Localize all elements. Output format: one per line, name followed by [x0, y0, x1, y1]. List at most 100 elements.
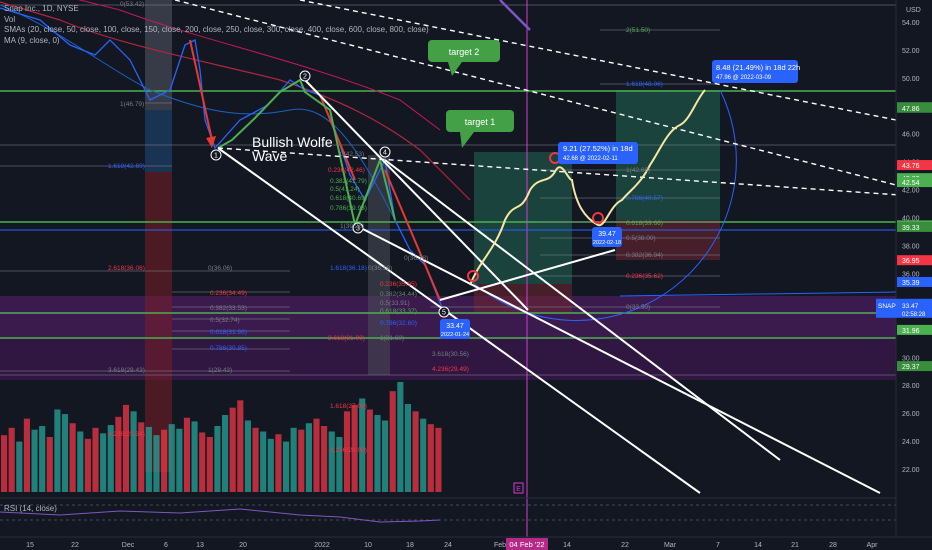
measure1-line2: 42.68 @ 2022-02-11	[563, 156, 618, 162]
x-tick-label: 15	[26, 542, 34, 549]
fib-level-label: 0.382(33.53)	[210, 305, 247, 312]
volume-bar	[107, 425, 114, 492]
svg-text:43.76: 43.76	[902, 163, 920, 170]
x-tick-label: 2022	[314, 542, 330, 549]
volume-bar	[214, 426, 221, 492]
volume-bar	[1, 435, 8, 492]
sma-blue	[0, 4, 401, 231]
volume-bar	[328, 431, 335, 492]
fib-level-label: 0(42.53)	[340, 151, 364, 158]
volume-bar	[404, 404, 412, 492]
svg-text:1: 1	[214, 153, 218, 160]
volume-bar	[305, 423, 312, 492]
volume-bar	[161, 429, 168, 492]
y-tick-label: 24.00	[902, 439, 920, 446]
svg-text:SNAP: SNAP	[878, 303, 896, 310]
fib-level-label: 0.786(39.93)	[330, 205, 367, 212]
projection-path	[469, 89, 706, 286]
wave-point-5: 5	[438, 306, 450, 318]
fib-level-label: 0.618(33.37)	[380, 308, 417, 315]
volume-bar	[183, 417, 191, 492]
event-marker-label: E	[516, 486, 521, 493]
volume-bar	[145, 426, 152, 492]
volume-bar	[39, 426, 46, 492]
volume-bar	[260, 431, 267, 492]
low2-date: 2022-02-18	[593, 240, 621, 246]
x-tick-label: 28	[829, 542, 837, 549]
volume-bar	[435, 427, 442, 492]
fib-level-label: 2.618(36.06)	[108, 265, 145, 272]
svg-text:29.37: 29.37	[902, 364, 920, 371]
fib-level-label: 4.236(25.34)	[108, 431, 145, 438]
volume-bar	[412, 411, 419, 492]
volume-bar	[374, 415, 381, 492]
stop-zone-1	[474, 284, 572, 312]
volume-bar	[46, 437, 53, 492]
rsi-label: RSI (14, close)	[4, 504, 57, 513]
x-tick-label: 24	[444, 542, 452, 549]
volume-bar	[382, 420, 389, 492]
measure2-line1: 8.48 (21.49%) in 18d 22h	[716, 63, 800, 72]
wolfe-dashed	[174, 0, 901, 196]
volume-bar	[237, 400, 244, 492]
fib-level-label: 0(36.78)	[404, 255, 428, 262]
x-tick-label: 6	[164, 542, 168, 549]
y-tick-label: 36.00	[902, 271, 920, 278]
fib-level-label: 1(46.79)	[120, 101, 144, 108]
svg-text:31.96: 31.96	[902, 328, 920, 335]
volume-bar	[115, 416, 122, 492]
fib-level-label: 1(39.25)	[340, 223, 364, 230]
x-tick-label: 14	[754, 542, 762, 549]
fib-level-label: 1.618(36.18)	[330, 265, 367, 272]
legend-smas: SMAs (20, close, 50, close, 100, close, …	[4, 25, 429, 34]
volume-bar	[298, 429, 305, 492]
fib-level-label: 0(36.06)	[208, 265, 232, 272]
fib-level-label: 0.5(32.74)	[210, 317, 240, 324]
x-tick-label: 18	[406, 542, 414, 549]
x-tick-label: 20	[239, 542, 247, 549]
x-tick-label: 10	[364, 542, 372, 549]
currency-label: USD	[906, 7, 921, 14]
fib-level-label: 1(42.68)	[626, 167, 650, 174]
volume-bar	[176, 428, 183, 492]
y-tick-label: 28.00	[902, 383, 920, 390]
target1-zone	[474, 152, 572, 284]
volume-bar	[267, 438, 274, 492]
volume-bar	[359, 398, 366, 492]
measure1-box	[558, 142, 638, 164]
fib-level-label: 0.618(31.96)	[210, 329, 247, 336]
fib-level-label: 0.236(35.95)	[380, 281, 417, 288]
measure2-line2: 47.96 @ 2022-03-09	[716, 75, 772, 81]
volume-bar	[229, 407, 236, 492]
price-tag: 35.39	[897, 276, 932, 287]
x-tick-label: 22	[71, 542, 79, 549]
fib-level-label: 2.618(31.00)	[328, 335, 365, 342]
volume-bar	[16, 441, 23, 492]
volume-bar	[313, 418, 320, 492]
fib-level-label: 1(29.43)	[208, 367, 232, 374]
fib-level-label: 0.5(33.91)	[380, 300, 410, 307]
x-tick-label: 7	[716, 542, 720, 549]
y-tick-label: 26.00	[902, 411, 920, 418]
fib-level-label: 4.236(28.00)	[330, 447, 367, 454]
current-date-tag	[506, 538, 548, 550]
volume-bar	[168, 424, 175, 492]
svg-text:47.86: 47.86	[902, 106, 920, 113]
svg-text:35.39: 35.39	[902, 280, 920, 287]
volume-bar	[275, 434, 282, 492]
fib-level-label: 1.618(27.09)	[330, 403, 367, 410]
svg-text:4: 4	[383, 150, 387, 157]
x-tick-label: 14	[563, 542, 571, 549]
volume-bar	[23, 418, 30, 492]
sma-red-2	[77, 0, 441, 131]
fib-level-label: 0.618(40.69)	[330, 195, 367, 202]
volume-bar	[351, 404, 358, 492]
volume-bar	[77, 431, 84, 492]
target1-label: target 1	[465, 117, 496, 127]
bullish-wolfe-label: Bullish Wolfe	[252, 134, 333, 150]
low1-box	[440, 319, 470, 339]
target2-callout	[428, 40, 500, 76]
sma-purple	[499, 0, 531, 31]
x-tick-label: Mar	[664, 542, 677, 549]
